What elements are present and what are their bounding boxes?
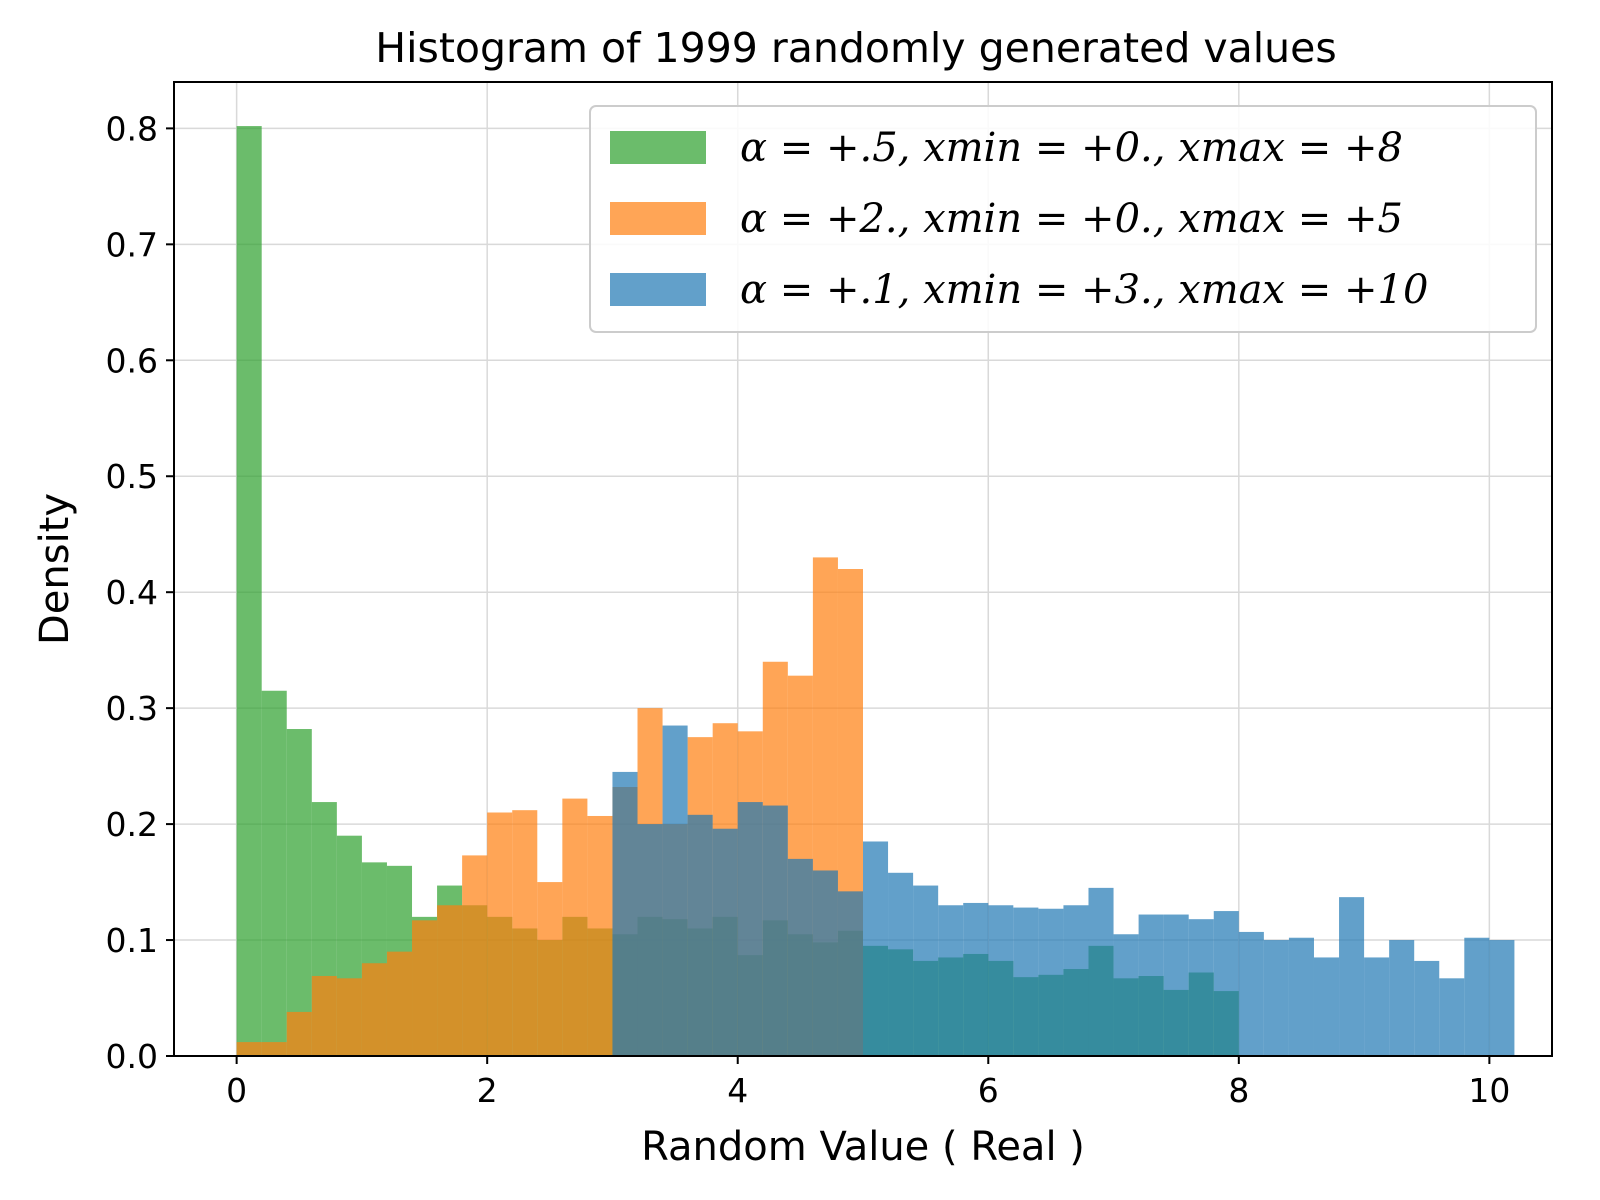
- histogram-bar: [437, 905, 463, 1056]
- legend-swatch: [610, 131, 706, 164]
- y-tick-label: 0.1: [106, 921, 158, 960]
- histogram-bar: [236, 126, 262, 1057]
- legend-label: α = +2., xmin = +0., xmax = +5: [740, 196, 1403, 242]
- histogram-bar: [1313, 957, 1340, 1056]
- histogram-bar: [562, 798, 588, 1056]
- y-tick-label: 0.3: [106, 689, 158, 728]
- histogram-bar: [1163, 914, 1189, 1056]
- histogram-bars: [236, 126, 1515, 1057]
- plot-frame: [173, 81, 1553, 1057]
- histogram-bar: [662, 725, 688, 1056]
- y-tick-label: 0.6: [106, 341, 158, 380]
- histogram-bar: [236, 1042, 262, 1056]
- histogram-bar: [1339, 897, 1365, 1056]
- histogram-bar: [311, 975, 337, 1056]
- histogram-bar: [412, 920, 438, 1056]
- x-tick-label: 4: [727, 1071, 748, 1110]
- legend: α = +.5, xmin = +0., xmax = +8 α = +2., x…: [589, 105, 1537, 333]
- histogram-bar: [1464, 937, 1490, 1056]
- histogram-bar: [1138, 914, 1164, 1056]
- histogram-bar: [1288, 937, 1314, 1056]
- histogram-bar: [712, 828, 738, 1056]
- histogram-bar: [361, 963, 387, 1056]
- series-2-bars: [612, 725, 1515, 1056]
- histogram-bar: [386, 951, 413, 1056]
- y-tick-label: 0.8: [106, 109, 158, 148]
- histogram-bar: [1038, 908, 1064, 1056]
- y-tick-label: 0.4: [106, 573, 158, 612]
- histogram-bar: [1364, 957, 1390, 1056]
- histogram-bar: [988, 905, 1014, 1056]
- histogram-bar: [787, 858, 813, 1056]
- legend-label: α = +.1, xmin = +3., xmax = +10: [740, 267, 1428, 313]
- histogram-bar: [888, 872, 914, 1056]
- histogram-bar: [1389, 940, 1415, 1056]
- histogram-bar: [837, 891, 863, 1056]
- histogram-bar: [687, 814, 713, 1056]
- histogram-bar: [1013, 907, 1039, 1056]
- histogram-bar: [938, 905, 964, 1056]
- legend-swatch: [610, 202, 706, 235]
- histogram-bar: [512, 810, 538, 1056]
- y-tick-label: 0.2: [106, 805, 158, 844]
- histogram-bar: [1113, 934, 1139, 1056]
- histogram-bar: [1238, 931, 1264, 1056]
- histogram-bar: [1489, 940, 1515, 1056]
- histogram-bar: [812, 870, 838, 1056]
- histogram-bar: [737, 802, 763, 1056]
- histogram-bar: [537, 882, 563, 1056]
- x-tick-label: 10: [1468, 1071, 1510, 1110]
- legend-box: [589, 105, 1537, 333]
- y-axis-label: Density: [32, 493, 78, 645]
- histogram-bar: [336, 978, 362, 1056]
- x-tick-label: 0: [226, 1071, 247, 1110]
- axis-ticks: 0 2 4 6 8 10 0.0 0.1 0.2 0.3 0.4 0.5 0.6 0.7 0.8: [106, 109, 1511, 1110]
- histogram-bar: [587, 815, 613, 1056]
- histogram-bar: [913, 885, 939, 1056]
- histogram-bar: [963, 902, 989, 1056]
- chart-title: Histogram of 1999 randomly generated val…: [375, 24, 1337, 72]
- legend-label: α = +.5, xmin = +0., xmax = +8: [740, 125, 1403, 171]
- histogram-bar: [462, 855, 488, 1056]
- x-axis-label: Random Value ( Real ): [641, 1124, 1085, 1170]
- x-tick-label: 8: [1228, 1071, 1249, 1110]
- histogram-bar: [261, 1042, 287, 1056]
- x-tick-label: 6: [978, 1071, 999, 1110]
- legend-swatch: [610, 273, 706, 306]
- histogram-bar: [1188, 919, 1214, 1056]
- histogram-bar: [1088, 887, 1114, 1056]
- histogram-bar: [1414, 960, 1440, 1056]
- y-tick-label: 0.7: [106, 225, 158, 264]
- histogram-bar: [863, 841, 889, 1056]
- x-tick-label: 2: [477, 1071, 498, 1110]
- histogram-bar: [637, 824, 663, 1056]
- histogram-bar: [487, 812, 513, 1056]
- y-tick-label: 0.5: [106, 457, 158, 496]
- histogram-bar: [286, 1011, 312, 1056]
- histogram-bar: [1063, 905, 1089, 1056]
- histogram-bar: [261, 690, 287, 1056]
- histogram-bar: [762, 805, 788, 1056]
- y-tick-label: 0.0: [106, 1037, 158, 1076]
- histogram-bar: [612, 771, 638, 1056]
- histogram-bar: [1213, 911, 1239, 1056]
- histogram-bar: [1439, 978, 1465, 1056]
- histogram-bar: [1263, 940, 1289, 1056]
- histogram-bar: [286, 729, 312, 1056]
